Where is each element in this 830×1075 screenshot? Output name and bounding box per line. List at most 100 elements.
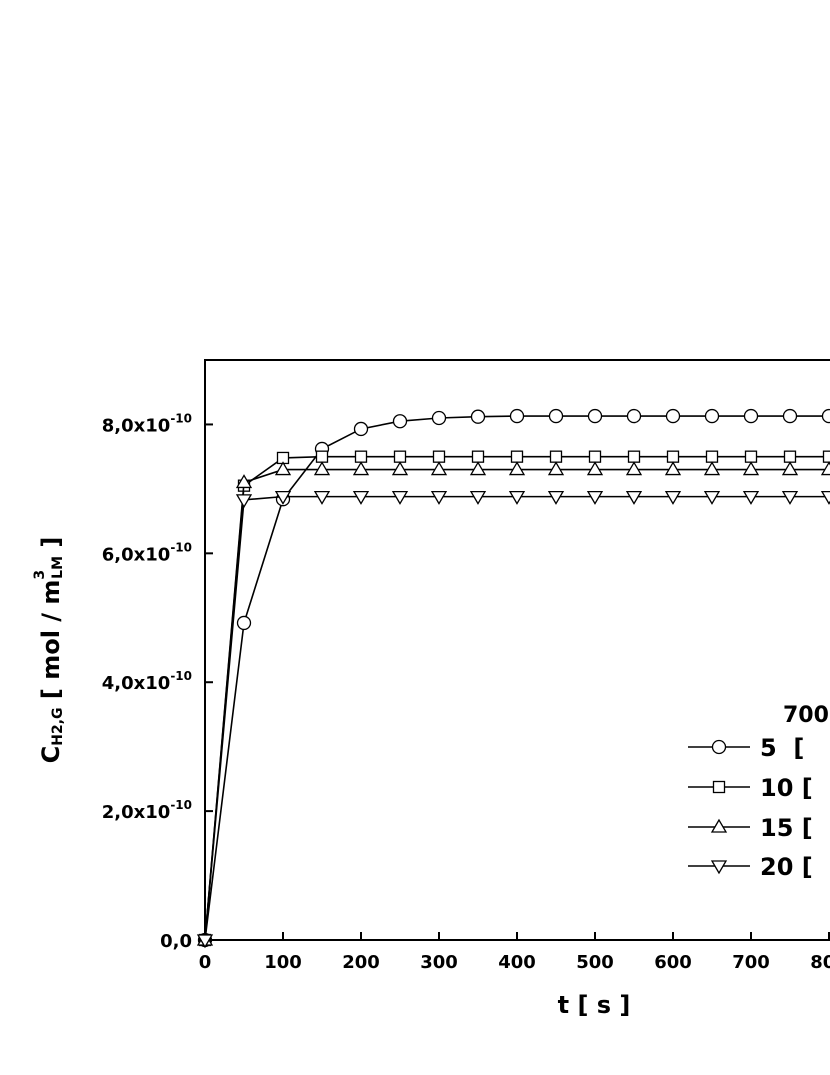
legend-label: 15 [ <box>760 814 813 842</box>
marker <box>352 461 370 476</box>
x-tick-label: 300 <box>420 952 458 973</box>
y-tick-exponent: -10 <box>170 411 192 425</box>
marker <box>783 450 797 463</box>
x-tick-label: 600 <box>654 952 692 973</box>
marker <box>781 490 799 505</box>
marker <box>666 450 680 463</box>
marker <box>508 461 526 476</box>
marker <box>744 450 758 463</box>
x-tick-label: 800 <box>810 952 830 973</box>
marker <box>392 414 408 429</box>
y-tick-exponent: -10 <box>170 669 192 683</box>
y-tick-mantissa: 2,0x10 <box>102 802 171 823</box>
y-label-sub2: LM <box>50 556 66 579</box>
marker <box>820 461 830 476</box>
marker <box>236 615 252 631</box>
marker <box>586 461 604 476</box>
marker <box>391 490 409 505</box>
marker <box>313 461 331 476</box>
marker <box>664 490 682 505</box>
marker <box>469 461 487 476</box>
legend-marker <box>710 818 728 833</box>
marker <box>432 450 446 463</box>
marker <box>196 934 214 949</box>
marker <box>430 461 448 476</box>
series-line <box>204 495 829 941</box>
marker <box>704 408 720 424</box>
y-label-text: [ mol / m <box>37 580 65 708</box>
marker <box>781 461 799 476</box>
annotation: 700 <box>783 703 829 728</box>
y-tick-mantissa: 4,0x10 <box>102 673 171 694</box>
marker <box>391 461 409 476</box>
x-axis-label: t [ s ] <box>558 991 631 1019</box>
marker <box>587 408 603 424</box>
marker <box>353 421 369 437</box>
plot-frame <box>204 359 830 941</box>
marker <box>470 409 486 424</box>
y-tick-mantissa: 8,0x10 <box>102 415 171 436</box>
marker <box>547 490 565 505</box>
legend-label: 20 [ <box>760 853 813 881</box>
y-label-end: ] <box>37 537 65 556</box>
marker <box>782 408 798 424</box>
y-tick-exponent: -10 <box>170 540 192 554</box>
marker <box>274 490 292 505</box>
legend-marker <box>711 739 727 755</box>
y-tick-label: 6,0x10-10 <box>102 540 192 566</box>
y-label-sub: H2,G <box>50 707 66 745</box>
marker <box>742 490 760 505</box>
marker <box>586 490 604 505</box>
marker <box>430 490 448 505</box>
marker <box>549 450 563 463</box>
marker <box>508 490 526 505</box>
y-tick-exponent: -10 <box>170 798 192 812</box>
marker <box>471 450 485 463</box>
marker <box>626 408 642 424</box>
marker <box>703 490 721 505</box>
y-tick-label: 2,0x10-10 <box>102 798 192 824</box>
marker <box>742 461 760 476</box>
y-axis-label: CH2,G [ mol / m3 LM ] <box>32 537 66 764</box>
marker <box>627 450 641 463</box>
marker <box>743 408 759 424</box>
marker <box>352 490 370 505</box>
x-tick-label: 700 <box>732 952 770 973</box>
marker <box>664 461 682 476</box>
series-line <box>204 455 829 941</box>
marker <box>705 450 719 463</box>
marker <box>509 408 525 424</box>
legend-marker <box>710 860 728 875</box>
marker <box>469 490 487 505</box>
marker <box>548 408 564 424</box>
x-tick-label: 400 <box>498 952 536 973</box>
marker <box>588 450 602 463</box>
marker <box>822 450 830 463</box>
marker <box>393 450 407 463</box>
y-label-symbol: C <box>37 746 65 764</box>
y-tick-label: 8,0x10-10 <box>102 411 192 437</box>
marker <box>313 490 331 505</box>
marker <box>547 461 565 476</box>
y-label-sup: 3 <box>32 570 48 580</box>
x-tick-label: 200 <box>342 952 380 973</box>
marker <box>821 408 830 424</box>
marker <box>315 450 329 463</box>
legend-marker <box>712 780 726 794</box>
marker <box>510 450 524 463</box>
x-tick-label: 0 <box>199 952 212 973</box>
legend-label: 5 [ <box>760 734 804 762</box>
marker <box>354 450 368 463</box>
marker <box>274 461 292 476</box>
marker <box>665 408 681 424</box>
y-tick-label: 0,0 <box>160 931 192 952</box>
marker <box>703 461 721 476</box>
marker <box>235 494 253 509</box>
marker <box>625 461 643 476</box>
marker <box>820 490 830 505</box>
x-tick-label: 500 <box>576 952 614 973</box>
legend-label: 10 [ <box>760 774 813 802</box>
series-line <box>204 468 829 941</box>
y-tick-label: 4,0x10-10 <box>102 669 192 695</box>
